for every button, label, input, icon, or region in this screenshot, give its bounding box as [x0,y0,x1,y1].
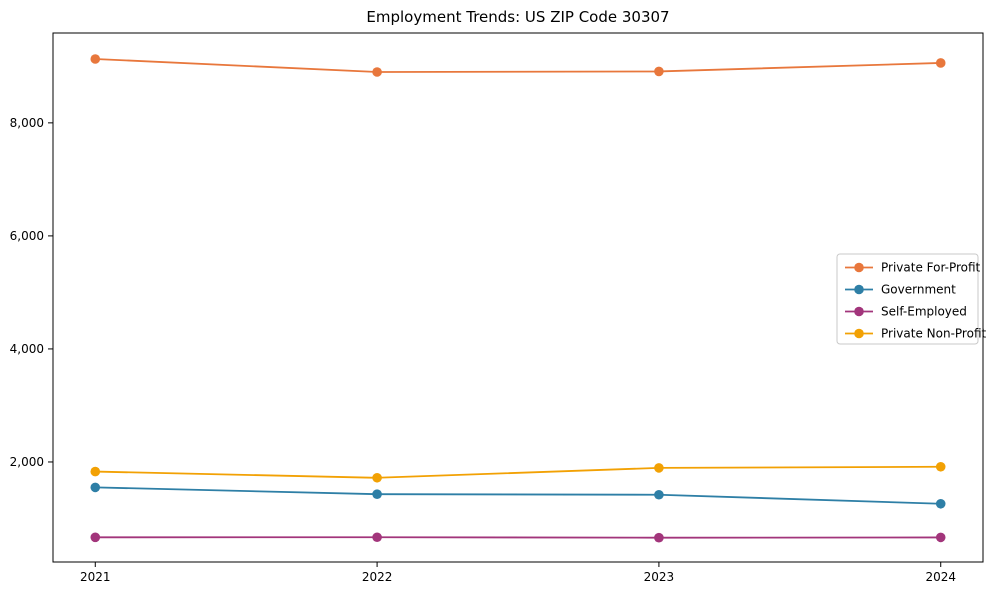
x-axis-tick-label: 2024 [925,570,956,584]
data-point-marker-private-non-profit [372,472,382,483]
legend-box [836,253,979,345]
y-axis-tick-label: 8,000 [10,116,44,130]
plot-area-frame [52,32,984,563]
data-point-marker-private-for-profit [90,54,101,64]
legend-marker-sample [854,262,864,273]
legend-item-government: Government [845,283,956,297]
series-line-government [95,486,941,505]
legend-item-self-employed: Self-Employed [845,305,967,319]
data-point-marker-self-employed [654,532,664,543]
data-point-marker-self-employed [935,532,946,543]
data-point-marker-self-employed [90,532,101,543]
legend-label: Private Non-Profit [881,327,987,341]
y-axis-tick-label: 2,000 [10,455,44,469]
legend-marker-sample [854,284,864,295]
chart-title: Employment Trends: US ZIP Code 30307 [366,8,670,26]
series-line-private-for-profit [95,58,941,73]
legend-marker-sample [854,306,864,317]
data-point-marker-self-employed [372,532,382,543]
legend-label: Private For-Profit [881,261,981,275]
y-axis-tick-label: 4,000 [10,342,44,356]
x-axis-tick-label: 2021 [80,570,111,584]
data-point-marker-government [372,489,382,499]
legend-label: Government [881,283,956,297]
data-point-marker-private-non-profit [935,461,946,472]
data-point-marker-government [90,482,101,493]
legend-item-private-for-profit: Private For-Profit [845,261,981,275]
data-point-marker-government [935,498,946,509]
legend-label: Self-Employed [881,305,967,319]
data-point-marker-private-non-profit [654,463,664,473]
legend: Private For-Profit Government Self-Employe… [836,253,987,345]
data-point-marker-government [654,489,664,500]
data-point-marker-private-non-profit [90,466,101,477]
y-axis-tick-label: 6,000 [10,229,44,243]
data-point-marker-private-for-profit [935,58,946,68]
series-line-private-non-profit [95,465,941,479]
legend-item-private-non-profit: Private Non-Profit [845,327,987,341]
data-point-marker-private-for-profit [654,66,664,77]
data-point-marker-private-for-profit [372,67,382,77]
x-axis-tick-label: 2022 [362,570,393,584]
legend-marker-sample [854,328,864,339]
x-axis-tick-label: 2023 [644,570,675,584]
